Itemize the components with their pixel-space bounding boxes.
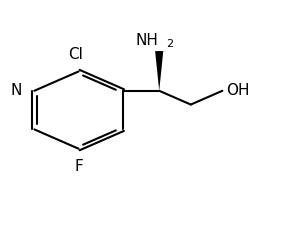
Text: OH: OH — [226, 83, 249, 98]
Text: 2: 2 — [167, 39, 174, 49]
Polygon shape — [155, 51, 163, 91]
Text: F: F — [74, 159, 83, 174]
Text: Cl: Cl — [68, 46, 83, 62]
Text: NH: NH — [135, 33, 158, 48]
Text: N: N — [11, 83, 22, 98]
